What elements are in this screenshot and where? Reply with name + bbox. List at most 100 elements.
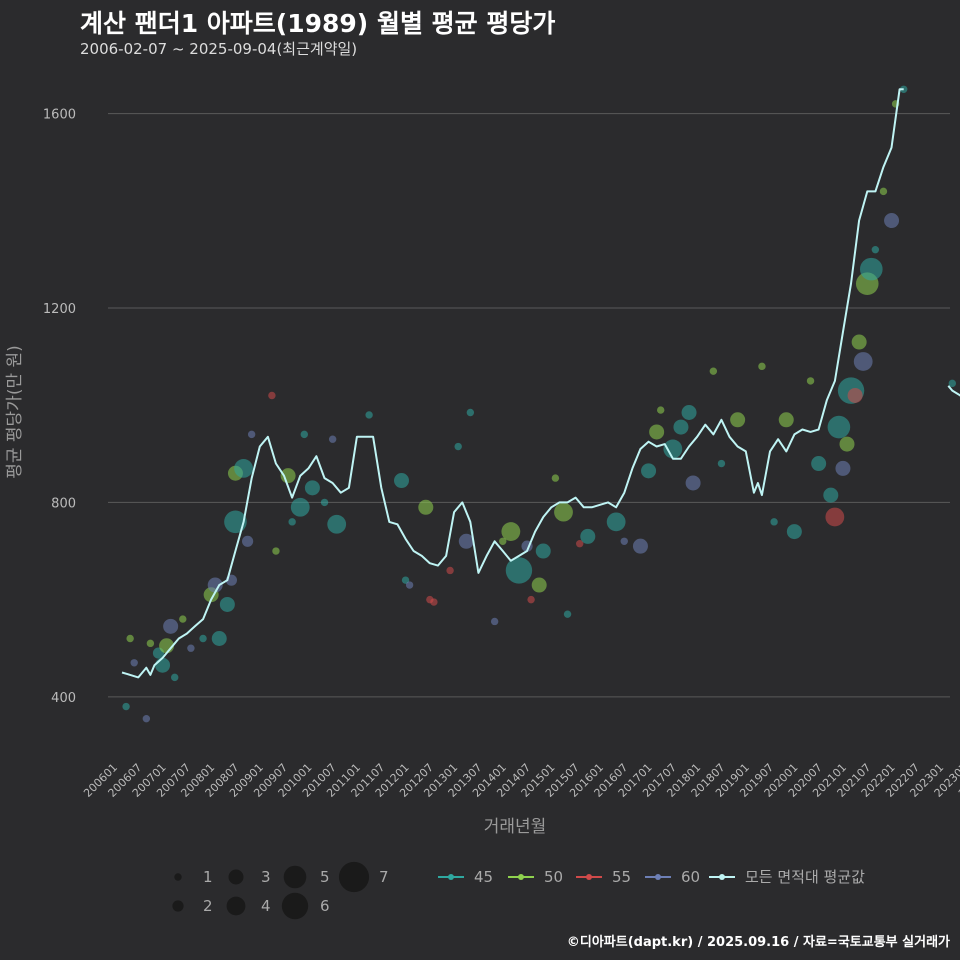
data-point-34: [394, 473, 409, 489]
data-point-20: [234, 458, 253, 478]
data-point-8: [163, 618, 179, 634]
area-legend-label-2: 55: [612, 868, 631, 886]
data-point-77: [825, 507, 845, 527]
data-point-68: [717, 459, 726, 468]
data-point-42: [458, 533, 474, 549]
data-point-27: [290, 497, 310, 517]
size-legend-circle-5: [283, 865, 307, 889]
data-point-75: [811, 456, 827, 472]
area-legend-dot-0: [448, 874, 454, 880]
data-point-26: [288, 518, 296, 526]
data-point-6: [155, 657, 171, 673]
data-point-16: [219, 596, 235, 612]
area-legend-label-4: 모든 면적대 평균값: [745, 868, 865, 886]
size-legend-label-1: 1: [203, 868, 213, 886]
y-tick-1600: 1600: [43, 108, 76, 123]
data-point-29: [304, 480, 320, 496]
average-line-segment-0: [121, 88, 904, 679]
data-point-62: [657, 406, 665, 414]
data-point-88: [879, 187, 888, 196]
data-point-31: [328, 435, 337, 443]
data-point-30: [320, 498, 329, 507]
data-point-70: [758, 362, 766, 371]
data-point-64: [673, 419, 689, 435]
data-point-53: [554, 502, 573, 522]
data-point-28: [300, 430, 308, 439]
data-point-54: [563, 610, 572, 618]
data-point-24: [272, 547, 280, 555]
y-axis-title: 평균 평당가(만 원): [5, 345, 25, 479]
area-legend-label-1: 50: [544, 868, 563, 886]
data-point-80: [839, 436, 855, 452]
data-point-52: [551, 474, 560, 482]
data-point-83: [851, 334, 867, 350]
data-point-57: [606, 512, 626, 532]
data-point-22: [247, 430, 256, 439]
data-point-51: [535, 543, 551, 559]
data-point-82: [847, 387, 863, 403]
data-point-84: [853, 352, 873, 371]
data-point-71: [770, 518, 778, 526]
data-point-36: [405, 581, 414, 589]
data-point-2: [130, 659, 138, 667]
data-point-32: [327, 514, 347, 534]
data-point-79: [835, 460, 851, 476]
data-point-65: [681, 405, 697, 420]
size-legend-circle-6: [281, 892, 309, 920]
data-point-21: [242, 535, 254, 547]
data-point-44: [490, 617, 499, 626]
y-tick-800: 800: [51, 496, 76, 511]
size-legend: 1 2 3 4 5 6 7: [172, 861, 389, 920]
area-legend-dot-3: [655, 874, 661, 880]
data-point-63: [663, 439, 683, 459]
data-point-67: [709, 367, 718, 375]
y-axis: 400 800 1200 1600: [43, 108, 76, 706]
data-point-33: [365, 411, 373, 419]
data-point-39: [430, 598, 438, 606]
data-point-78: [827, 415, 851, 439]
data-point-12: [199, 634, 207, 643]
data-point-56: [580, 528, 596, 544]
chart-title: 계산 팬더1 아파트(1989) 월별 평균 평당가: [80, 9, 556, 38]
x-axis-title: 거래년월: [484, 817, 547, 837]
footer-credit: ©디아파트(dapt.kr) / 2025.09.16 / 자료=국토교통부 실…: [566, 935, 950, 950]
data-point-69: [730, 412, 746, 428]
data-point-14: [207, 577, 223, 593]
average-line-segment-1: [947, 385, 960, 397]
data-point-86: [860, 257, 883, 281]
data-point-40: [446, 566, 454, 575]
data-point-66: [685, 475, 701, 491]
size-legend-circle-7: [338, 861, 370, 893]
data-point-49: [527, 595, 535, 604]
data-point-46: [501, 522, 521, 541]
size-legend-circle-1: [174, 873, 182, 881]
data-point-55: [576, 540, 584, 548]
size-legend-circle-2: [172, 900, 184, 912]
size-legend-circle-4: [226, 896, 246, 916]
data-point-61: [649, 424, 665, 440]
size-legend-label-4: 4: [261, 897, 271, 915]
data-point-37: [418, 499, 434, 515]
data-point-43: [466, 408, 475, 417]
size-legend-label-3: 3: [261, 868, 271, 886]
data-point-11: [187, 644, 195, 652]
area-legend: 45 50 55 60 모든 면적대 평균값: [438, 868, 865, 886]
area-legend-dot-4: [719, 874, 725, 880]
data-point-15: [211, 630, 227, 646]
area-legend-label-3: 60: [681, 868, 700, 886]
y-tick-400: 400: [51, 691, 76, 706]
data-point-59: [632, 538, 648, 554]
data-point-41: [454, 442, 462, 451]
area-legend-label-0: 45: [474, 868, 493, 886]
average-line-layer: [121, 88, 960, 679]
data-point-76: [823, 487, 839, 503]
area-legend-dot-1: [518, 874, 524, 880]
data-point-9: [171, 673, 179, 682]
data-point-60: [641, 463, 657, 479]
data-point-89: [884, 213, 900, 229]
data-point-3: [142, 714, 151, 723]
area-legend-dot-2: [586, 874, 592, 880]
size-legend-label-7: 7: [379, 868, 389, 886]
size-legend-label-2: 2: [203, 897, 213, 915]
y-tick-1200: 1200: [43, 302, 76, 317]
